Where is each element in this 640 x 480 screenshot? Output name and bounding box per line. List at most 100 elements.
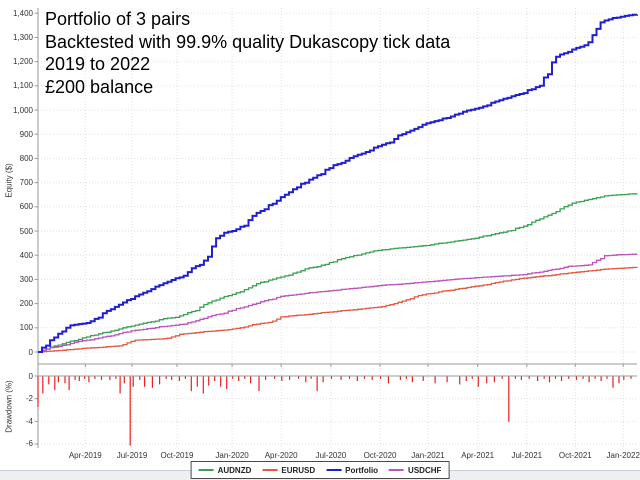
drawdown-tick-label: -6 [25, 439, 33, 449]
drawdown-bar [537, 376, 539, 381]
drawdown-bar [493, 376, 495, 383]
legend-label: AUDNZD [217, 465, 252, 475]
legend-swatch-usdchf [389, 469, 405, 471]
chart-legend: AUDNZD EURUSD Portfolio USDCHF [190, 461, 450, 479]
drawdown-bar [68, 376, 70, 391]
drawdown-bar [119, 376, 121, 394]
x-axis-tick-label: Jan-2020 [215, 451, 249, 460]
drawdown-bar [184, 376, 186, 379]
series-line-eurusd [38, 266, 638, 353]
drawdown-bar [322, 376, 324, 383]
drawdown-bar [340, 376, 342, 380]
legend-item-usdchf: USDCHF [389, 466, 441, 475]
drawdown-bar [232, 376, 234, 379]
drawdown-bar [64, 376, 66, 384]
drawdown-bar [298, 376, 300, 379]
drawdown-bar [330, 376, 333, 379]
chart-title-line2: Backtested with 99.9% quality Dukascopy … [45, 31, 451, 52]
drawdown-bar [582, 376, 584, 379]
equity-tick-label: 1,000 [12, 105, 33, 115]
drawdown-bar [422, 376, 424, 381]
equity-tick-label: 1,100 [12, 81, 33, 91]
legend-label: EURUSD [281, 465, 316, 475]
drawdown-bar [109, 376, 111, 380]
drawdown-bar [250, 376, 252, 384]
equity-tick-label: 300 [19, 274, 33, 284]
equity-tick-label: 500 [19, 226, 33, 236]
drawdown-bar [380, 376, 382, 379]
drawdown-bar [543, 376, 545, 379]
drawdown-bar [305, 376, 307, 383]
drawdown-bar [37, 376, 39, 408]
drawdown-bar [132, 376, 134, 387]
drawdown-bar [196, 376, 198, 387]
drawdown-bar [274, 376, 276, 379]
drawdown-bar [568, 376, 570, 379]
drawdown-bar [139, 376, 141, 380]
legend-swatch-portfolio [326, 469, 342, 471]
drawdown-bar [129, 376, 131, 446]
drawdown-bar [265, 376, 267, 380]
drawdown-bar [612, 376, 614, 388]
drawdown-bar [387, 376, 389, 384]
drawdown-bar [115, 376, 117, 379]
x-axis-tick-label: Oct-2021 [558, 451, 592, 460]
drawdown-bar [477, 376, 479, 387]
x-axis-tick-label: Oct-2019 [160, 451, 194, 460]
drawdown-bar [123, 376, 125, 384]
drawdown-bar [618, 376, 620, 384]
legend-label: Portfolio [345, 465, 379, 475]
series-line-portfolio [38, 13, 638, 353]
drawdown-bar [446, 376, 448, 383]
drawdown-bar [600, 376, 602, 381]
drawdown-bar [57, 376, 59, 383]
series-line-audnzd [38, 193, 638, 353]
drawdown-bar [178, 376, 180, 381]
equity-tick-label: 1,200 [12, 57, 33, 67]
drawdown-bar [78, 376, 80, 381]
x-axis-tick-label: Oct-2020 [363, 451, 397, 460]
drawdown-bar [560, 376, 563, 381]
drawdown-bar [514, 376, 516, 379]
equity-tick-label: 0 [28, 347, 33, 357]
drawdown-bar [486, 376, 488, 384]
x-axis-tick-label: Apr-2021 [461, 451, 495, 460]
equity-tick-label: 400 [19, 250, 33, 260]
drawdown-bar [348, 376, 351, 379]
drawdown-bar [399, 376, 401, 380]
x-axis-tick-label: Jan-2022 [606, 451, 640, 460]
drawdown-bar [88, 376, 90, 383]
drawdown-bar [356, 376, 358, 381]
chart-title-block: Portfolio of 3 pairs Backtested with 99.… [45, 8, 450, 98]
drawdown-bar [100, 376, 103, 380]
drawdown-bar [258, 376, 260, 392]
legend-item-eurusd: EURUSD [262, 466, 315, 475]
drawdown-bar [42, 376, 44, 394]
legend-swatch-audnzd [198, 469, 214, 471]
drawdown-tick-label: -4 [25, 416, 33, 426]
drawdown-bar [226, 376, 228, 389]
drawdown-bar [281, 376, 283, 381]
drawdown-bar [459, 376, 461, 385]
chart-title-line4: £200 balance [45, 76, 154, 97]
x-axis-tick-label: Apr-2019 [68, 451, 102, 460]
legend-swatch-eurusd [262, 469, 278, 471]
x-axis-tick-label: Jul-2020 [315, 451, 347, 460]
drawdown-tick-label: -2 [25, 394, 33, 404]
drawdown-bar [520, 376, 522, 380]
drawdown-bar [588, 376, 590, 383]
drawdown-bar [554, 376, 557, 379]
legend-label: USDCHF [408, 465, 442, 475]
x-axis-tick-label: Jul-2021 [511, 451, 543, 460]
drawdown-bar [159, 376, 161, 385]
drawdown-bar [208, 376, 210, 386]
drawdown-bar [190, 376, 192, 392]
drawdown-bar [48, 376, 50, 385]
drawdown-bar [363, 376, 366, 379]
drawdown-bar [220, 376, 222, 387]
drawdown-bar [151, 376, 153, 388]
chart-title-line3: 2019 to 2022 [45, 54, 151, 74]
chart-title-line1: Portfolio of 3 pairs [45, 9, 191, 29]
equity-tick-label: 800 [19, 153, 33, 163]
